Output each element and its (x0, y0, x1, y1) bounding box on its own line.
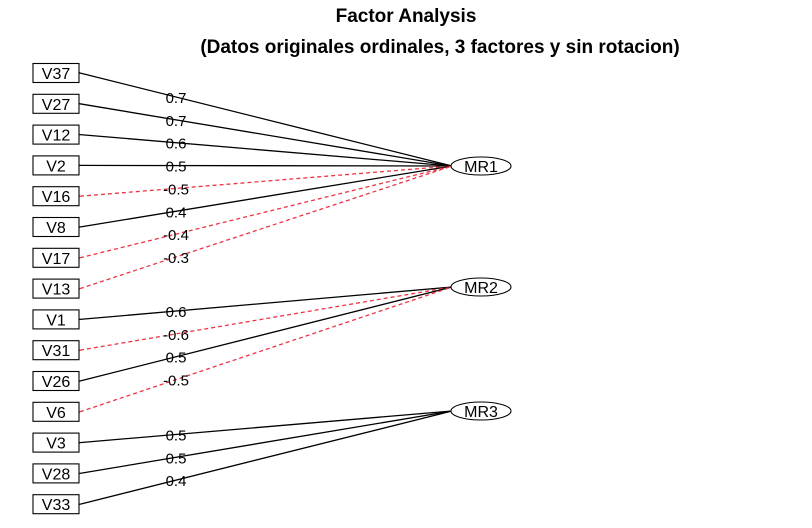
factor-ellipse (450, 277, 512, 297)
loading-label: -0.5 (163, 373, 189, 390)
variable-box (32, 401, 80, 422)
loading-edge (80, 410, 453, 473)
loading-label: 0.5 (166, 159, 187, 176)
loading-labels: 0.7 0.7 0.6 0.5 -0.5 0.4 -0.4 -0.3 0.6 -0.6 0.5 -0.… (163, 90, 189, 490)
variable-box (32, 278, 80, 299)
loading-label: -0.5 (163, 181, 189, 198)
variable-nodes: V37 V27 V12 V2 V16 V8 V17 V13 V1 V31 V26 V6 V3 V28 V33 (32, 62, 80, 515)
loading-edge (80, 286, 453, 350)
variable-box (32, 62, 80, 84)
factor-node-f3: MR3 (450, 401, 512, 421)
loading-edge (80, 286, 453, 412)
factor-label: MR2 (464, 280, 498, 297)
loading-edge (80, 165, 453, 258)
variable-node: V8 (32, 216, 80, 238)
factor-node-f2: MR2 (450, 277, 512, 297)
factor-ellipse (450, 156, 512, 176)
loading-label: 0.4 (166, 473, 187, 490)
chart-title: Factor Analysis (335, 6, 477, 27)
loading-edge (80, 165, 453, 227)
chart-subtitle: (Datos originales ordinales, 3 factores … (200, 37, 680, 58)
variable-box (32, 370, 80, 392)
loading-edge (80, 410, 453, 504)
variable-box (32, 93, 80, 114)
loading-edge (80, 410, 453, 443)
variable-box (32, 463, 80, 484)
variable-label: V26 (42, 374, 71, 391)
variable-node: V27 (32, 93, 80, 114)
variable-box (32, 432, 80, 453)
loading-label: 0.5 (166, 427, 187, 444)
variable-node: V26 (32, 370, 80, 392)
variable-node: V37 (32, 62, 80, 84)
factor-ellipse (450, 401, 512, 421)
variable-node: V2 (32, 155, 80, 176)
variable-node: V13 (32, 278, 80, 299)
variable-node: V1 (32, 309, 80, 330)
loading-label: 0.7 (166, 90, 187, 107)
variable-node: V17 (32, 247, 80, 268)
loading-edge (80, 73, 453, 167)
variable-box (32, 155, 80, 176)
variable-label: V12 (42, 128, 71, 145)
variable-box (32, 340, 80, 361)
variable-box (32, 186, 80, 207)
loading-label: -0.3 (163, 250, 189, 267)
loading-edge (80, 286, 453, 319)
loading-edge (80, 104, 453, 167)
loading-edge (80, 165, 453, 166)
variable-box (32, 247, 80, 268)
variable-label: V2 (46, 158, 66, 175)
variable-label: V13 (42, 282, 71, 299)
variable-node: V31 (32, 340, 80, 361)
variable-label: V16 (42, 189, 71, 206)
loading-label: 0.4 (166, 204, 187, 221)
variable-box (32, 494, 80, 515)
variable-node: V3 (32, 432, 80, 453)
loading-label: 0.7 (166, 113, 187, 130)
loading-edge (80, 165, 453, 289)
factor-label: MR1 (464, 159, 498, 176)
variable-label: V33 (42, 497, 71, 514)
variable-label: V3 (46, 436, 66, 453)
variable-box (32, 216, 80, 238)
variable-node: V6 (32, 401, 80, 422)
loading-label: 0.5 (166, 450, 187, 467)
variable-node: V12 (32, 124, 80, 145)
variable-label: V17 (42, 251, 71, 268)
factor-label: MR3 (464, 404, 498, 421)
loading-edge (80, 165, 453, 196)
loading-label: 0.5 (166, 350, 187, 367)
loading-edge (80, 286, 453, 381)
factor-node-f1: MR1 (450, 156, 512, 176)
variable-label: V37 (42, 66, 71, 83)
loading-edges (80, 73, 453, 504)
loading-edge (80, 135, 453, 167)
loading-label: 0.6 (166, 136, 187, 153)
loading-label: -0.6 (163, 327, 189, 344)
factor-nodes: MR1 MR2 MR3 (450, 156, 512, 421)
variable-node: V16 (32, 186, 80, 207)
variable-label: V1 (46, 312, 66, 329)
variable-label: V27 (42, 97, 71, 114)
variable-label: V31 (42, 343, 71, 360)
variable-label: V8 (46, 220, 66, 237)
variable-label: V28 (42, 466, 71, 483)
variable-label: V6 (46, 405, 66, 422)
loading-label: -0.4 (163, 227, 189, 244)
variable-node: V28 (32, 463, 80, 484)
variable-node: V33 (32, 494, 80, 515)
variable-box (32, 309, 80, 330)
variable-box (32, 124, 80, 145)
loading-label: 0.6 (166, 304, 187, 321)
